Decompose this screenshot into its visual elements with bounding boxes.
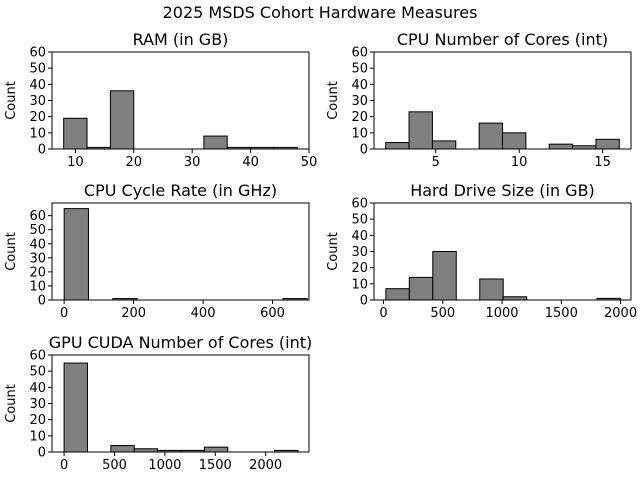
- y-tick-label: 0: [360, 143, 368, 158]
- y-tick-label: 0: [360, 294, 368, 309]
- x-tick-label: 600: [260, 306, 285, 321]
- y-tick-label: 40: [351, 229, 368, 244]
- x-tick-label: 20: [125, 155, 142, 170]
- y-tick-label: 20: [351, 110, 368, 125]
- y-tick-label: 30: [29, 94, 46, 109]
- x-tick-label: 500: [102, 458, 127, 473]
- y-tick-label: 40: [29, 381, 46, 396]
- histogram-bar: [479, 278, 504, 301]
- histogram-bar: [502, 132, 527, 150]
- y-tick-label: 10: [351, 277, 368, 292]
- y-tick-label: 50: [351, 62, 368, 77]
- y-tick-label: 30: [29, 251, 46, 266]
- subplot-title: CPU Number of Cores (int): [397, 30, 608, 49]
- x-tick-label: 40: [242, 155, 259, 170]
- y-tick-label: 20: [29, 265, 46, 280]
- y-tick-label: 30: [351, 94, 368, 109]
- subplot-title: RAM (in GB): [133, 30, 229, 49]
- y-tick-label: 40: [351, 78, 368, 93]
- histogram-bar: [109, 90, 135, 150]
- x-tick-label: 1000: [485, 306, 518, 321]
- y-tick-label: 20: [29, 413, 46, 428]
- histogram-bar: [63, 208, 89, 301]
- subplot-title: GPU CUDA Number of Cores (int): [49, 333, 312, 352]
- histogram-bar: [385, 142, 410, 150]
- histogram-bar: [408, 111, 433, 150]
- histogram-bar: [63, 362, 88, 453]
- x-tick-label: 0: [60, 458, 68, 473]
- histogram-bar: [110, 445, 135, 453]
- y-axis-label: Count: [4, 232, 19, 271]
- y-tick-label: 10: [29, 429, 46, 444]
- x-tick-label: 10: [67, 155, 84, 170]
- y-tick-label: 10: [351, 126, 368, 141]
- y-tick-label: 60: [29, 46, 46, 61]
- histogram-bar: [408, 276, 434, 301]
- histogram-bar: [595, 138, 620, 150]
- y-axis-label: Count: [4, 81, 19, 120]
- y-tick-label: 30: [351, 245, 368, 260]
- histogram-bar: [385, 288, 410, 301]
- x-tick-label: 30: [184, 155, 201, 170]
- y-axis-label: Count: [326, 81, 341, 120]
- y-tick-label: 60: [351, 197, 368, 212]
- y-tick-label: 30: [29, 397, 46, 412]
- axes-frame: [51, 202, 310, 301]
- y-axis-label: Count: [326, 232, 341, 271]
- histogram-bar: [548, 143, 574, 150]
- x-tick-label: 0: [379, 306, 387, 321]
- x-tick-label: 1500: [545, 306, 578, 321]
- y-tick-label: 50: [351, 213, 368, 228]
- x-tick-label: 5: [432, 155, 440, 170]
- x-tick-label: 2000: [604, 306, 637, 321]
- histogram-bar: [63, 117, 88, 150]
- histogram-bar: [203, 135, 228, 150]
- histogram-bar: [432, 251, 457, 301]
- histogram-bar: [203, 446, 229, 453]
- figure-suptitle: 2025 MSDS Cohort Hardware Measures: [163, 3, 478, 22]
- y-tick-label: 50: [29, 62, 46, 77]
- x-tick-label: 1500: [199, 458, 232, 473]
- y-tick-label: 10: [29, 279, 46, 294]
- x-tick-label: 200: [121, 306, 146, 321]
- x-tick-label: 2000: [249, 458, 282, 473]
- y-tick-label: 60: [29, 349, 46, 364]
- y-tick-label: 0: [38, 143, 46, 158]
- y-tick-label: 10: [29, 126, 46, 141]
- y-tick-label: 60: [29, 209, 46, 224]
- x-tick-label: 1000: [148, 458, 181, 473]
- histogram-bar: [478, 122, 504, 150]
- y-tick-label: 50: [29, 365, 46, 380]
- x-tick-label: 10: [511, 155, 528, 170]
- x-tick-label: 15: [594, 155, 611, 170]
- x-tick-label: 500: [430, 306, 455, 321]
- subplot-title: CPU Cycle Rate (in GHz): [84, 181, 277, 200]
- y-axis-label: Count: [4, 384, 19, 423]
- y-tick-label: 40: [29, 78, 46, 93]
- y-tick-label: 50: [29, 223, 46, 238]
- subplot-title: Hard Drive Size (in GB): [410, 181, 595, 200]
- x-tick-label: 50: [301, 155, 318, 170]
- y-tick-label: 20: [351, 261, 368, 276]
- y-tick-label: 0: [38, 294, 46, 309]
- x-tick-label: 0: [60, 306, 68, 321]
- y-tick-label: 20: [29, 110, 46, 125]
- y-tick-label: 0: [38, 446, 46, 461]
- histogram-bar: [431, 140, 457, 150]
- x-tick-label: 400: [191, 306, 216, 321]
- y-tick-label: 60: [351, 46, 368, 61]
- y-tick-label: 40: [29, 237, 46, 252]
